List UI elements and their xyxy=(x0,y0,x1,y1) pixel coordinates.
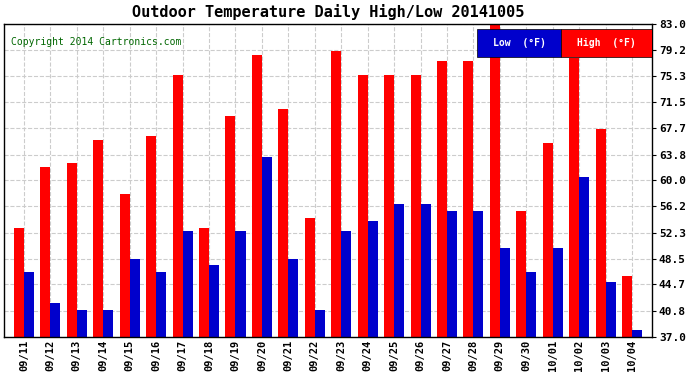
Bar xyxy=(411,75,421,337)
Bar xyxy=(447,211,457,337)
Bar xyxy=(41,167,50,337)
Text: High  (°F): High (°F) xyxy=(577,38,636,48)
Bar xyxy=(156,272,166,337)
Bar xyxy=(183,231,193,337)
Bar xyxy=(50,303,61,337)
Bar xyxy=(93,140,104,337)
Bar xyxy=(331,51,342,337)
Bar xyxy=(172,75,183,337)
Bar xyxy=(464,62,473,337)
Bar xyxy=(288,259,298,337)
Bar xyxy=(553,248,563,337)
Bar xyxy=(278,109,288,337)
Bar xyxy=(606,282,615,337)
Text: Copyright 2014 Cartronics.com: Copyright 2014 Cartronics.com xyxy=(10,37,181,46)
Text: Low  (°F): Low (°F) xyxy=(493,38,546,48)
Bar xyxy=(77,310,87,337)
Bar xyxy=(357,75,368,337)
Bar xyxy=(14,228,24,337)
Bar xyxy=(342,231,351,337)
Bar xyxy=(490,24,500,337)
FancyBboxPatch shape xyxy=(477,29,561,57)
Bar xyxy=(595,129,606,337)
Bar xyxy=(500,248,510,337)
Bar xyxy=(67,164,77,337)
Bar xyxy=(119,194,130,337)
Bar xyxy=(24,272,34,337)
Bar xyxy=(209,266,219,337)
Bar xyxy=(473,211,484,337)
Bar xyxy=(421,204,431,337)
Bar xyxy=(252,55,262,337)
Bar xyxy=(394,204,404,337)
Bar xyxy=(543,143,553,337)
Bar xyxy=(526,272,536,337)
Bar xyxy=(130,259,140,337)
Bar xyxy=(569,58,579,337)
Bar xyxy=(368,221,377,337)
Bar xyxy=(262,157,272,337)
Bar xyxy=(315,310,325,337)
FancyBboxPatch shape xyxy=(561,29,652,57)
Bar xyxy=(199,228,209,337)
Bar xyxy=(437,62,447,337)
Bar xyxy=(235,231,246,337)
Bar xyxy=(226,116,235,337)
Bar xyxy=(104,310,113,337)
Bar xyxy=(146,136,156,337)
Bar xyxy=(305,218,315,337)
Bar xyxy=(622,276,632,337)
Bar xyxy=(579,177,589,337)
Bar xyxy=(384,75,394,337)
Bar xyxy=(632,330,642,337)
Bar xyxy=(516,211,526,337)
Title: Outdoor Temperature Daily High/Low 20141005: Outdoor Temperature Daily High/Low 20141… xyxy=(132,4,524,20)
